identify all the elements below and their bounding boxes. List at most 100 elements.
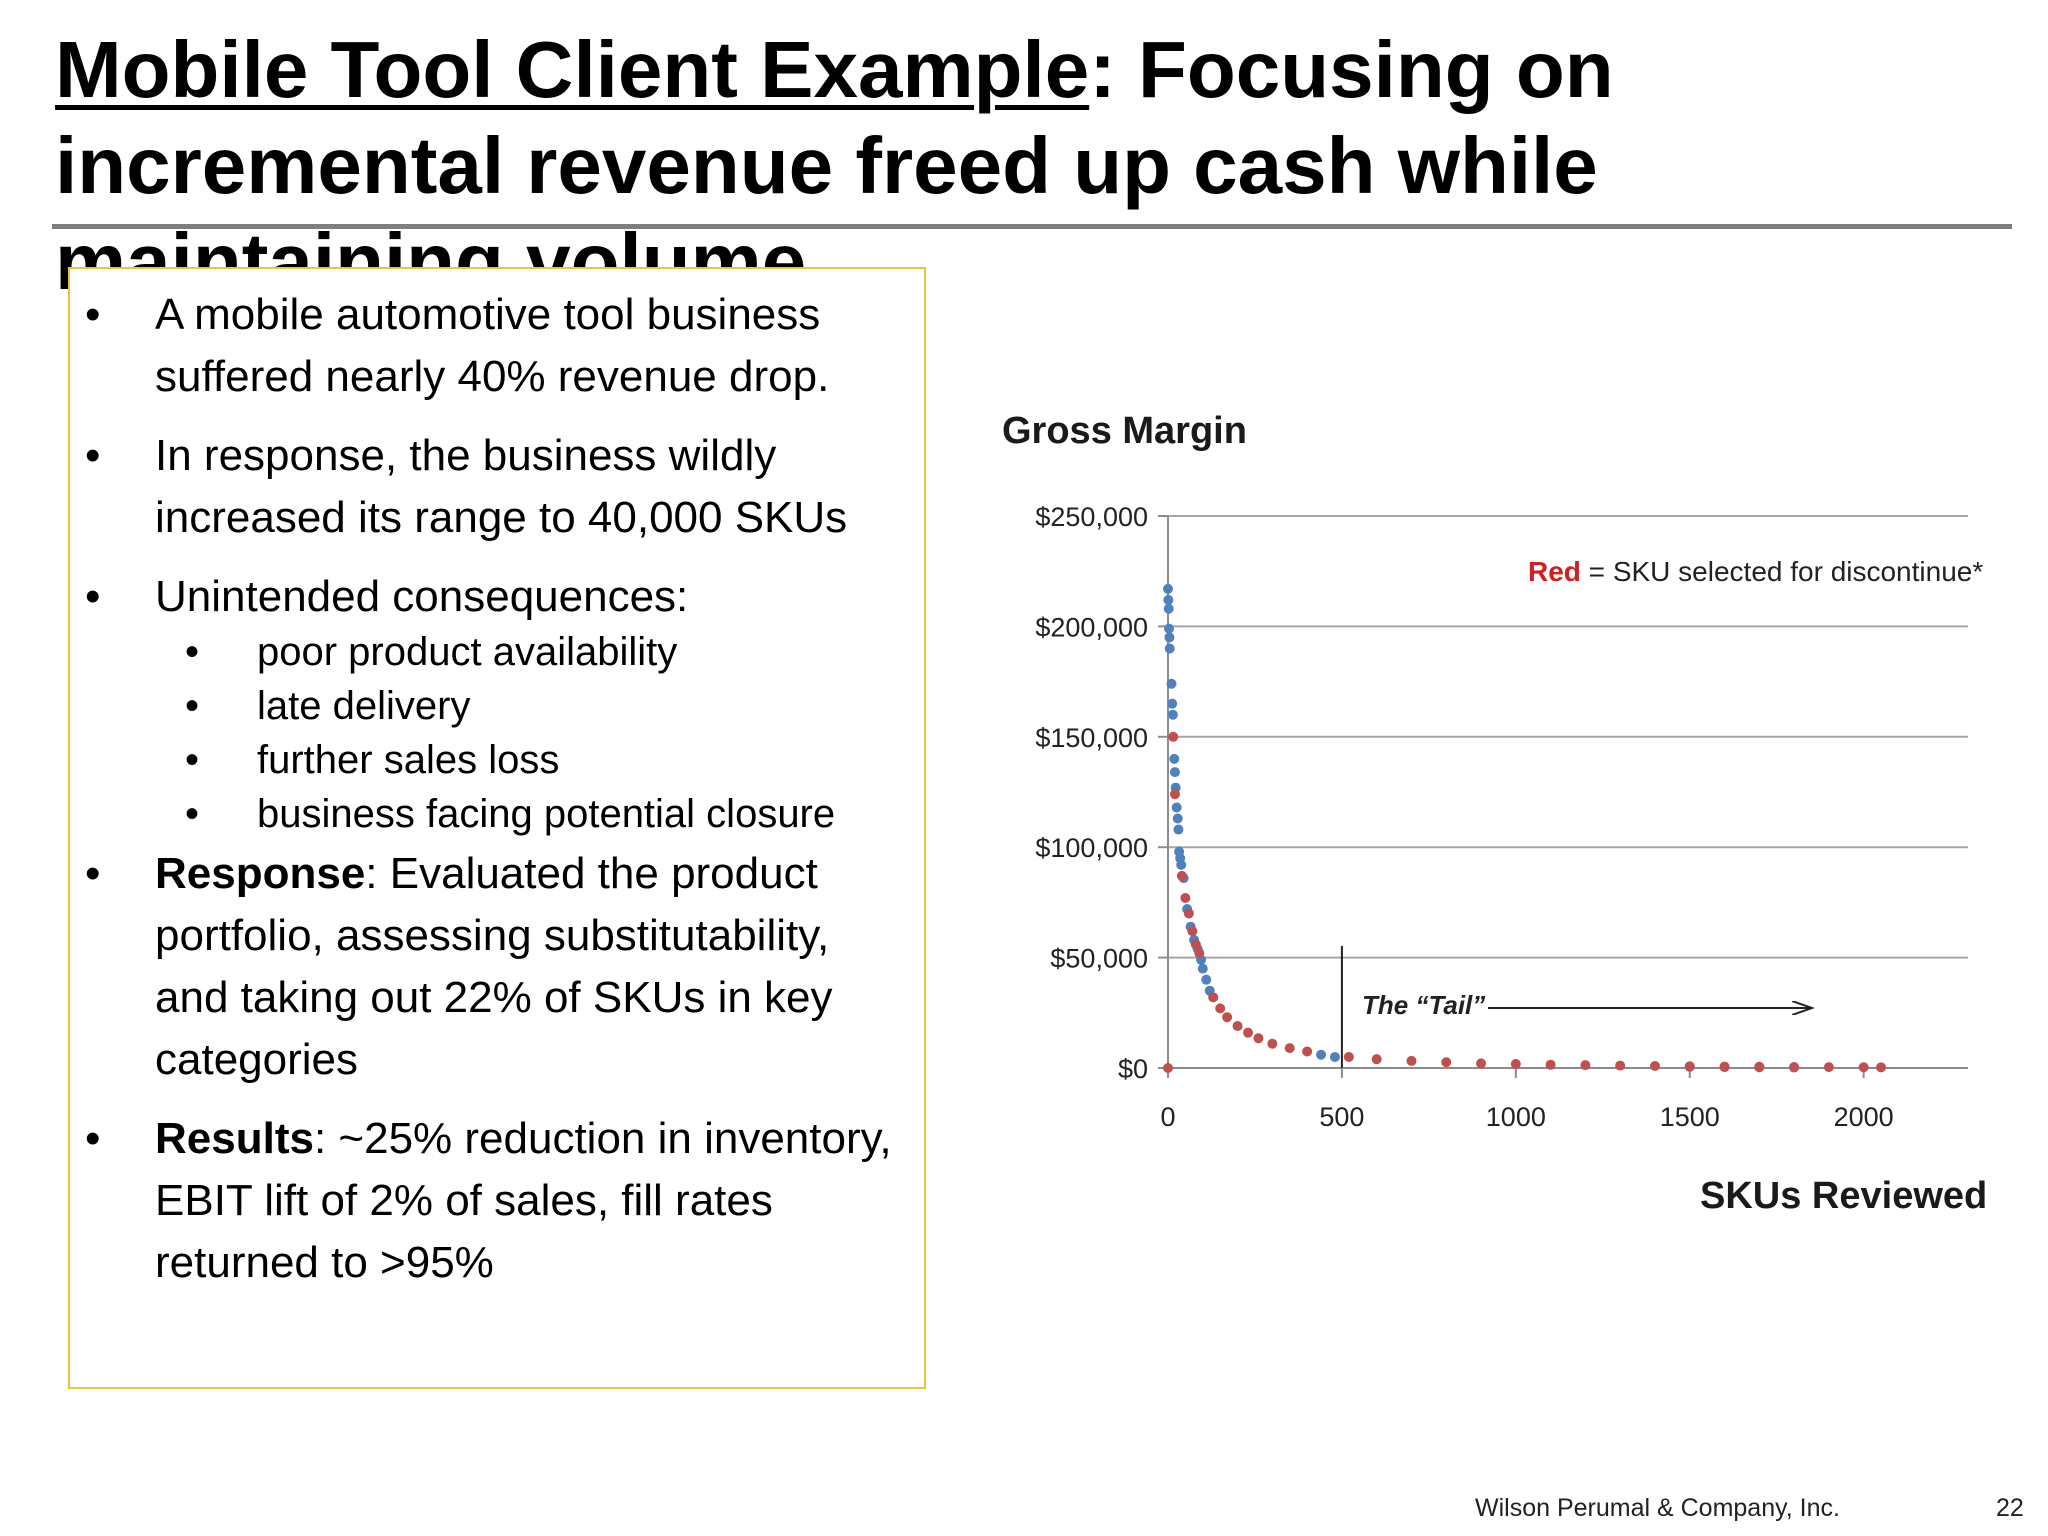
- data-point-discontinued: [1169, 789, 1180, 800]
- bullet-marker: •: [85, 290, 101, 339]
- data-point-discontinued: [1267, 1038, 1278, 1049]
- sub-bullet-marker: •: [185, 738, 200, 782]
- data-point-discontinued: [1371, 1054, 1382, 1065]
- x-axis-label: SKUs Reviewed: [1700, 1175, 1988, 1217]
- data-point-discontinued: [1302, 1046, 1313, 1057]
- data-point-discontinued: [1176, 870, 1187, 881]
- data-point-discontinued: [1194, 948, 1205, 959]
- data-point-discontinued: [1719, 1061, 1730, 1072]
- summary-box: [68, 267, 926, 1389]
- data-point-discontinued: [1615, 1060, 1626, 1071]
- data-point-discontinued: [1222, 1012, 1233, 1023]
- title-divider: [52, 224, 2012, 229]
- y-tick-label: $50,000: [1050, 944, 1148, 974]
- sub-bullet-2-text: late delivery: [257, 684, 471, 728]
- bullet-2-text: In response, the business wildly increas…: [155, 431, 848, 542]
- chart-legend-note: Red = SKU selected for discontinue*: [1528, 556, 1983, 588]
- data-point-discontinued: [1580, 1060, 1591, 1071]
- data-point-kept: [1163, 603, 1174, 614]
- data-point-kept: [1197, 963, 1208, 974]
- bullet-4-text: Response: Evaluated the product portfoli…: [155, 843, 895, 1091]
- data-point-kept: [1171, 802, 1182, 813]
- y-tick-label: $0: [1118, 1054, 1148, 1084]
- data-point-kept: [1172, 813, 1183, 824]
- data-point-discontinued: [1684, 1061, 1695, 1072]
- data-point-kept: [1316, 1049, 1327, 1060]
- y-tick-label: $200,000: [1035, 612, 1148, 642]
- page-number: 22: [1996, 1494, 2024, 1522]
- data-point-discontinued: [1476, 1058, 1487, 1069]
- data-point-discontinued: [1232, 1021, 1243, 1032]
- data-point-kept: [1169, 753, 1180, 764]
- slide-title-underlined: Mobile Tool Client Example: [55, 25, 1090, 114]
- data-point-kept: [1164, 632, 1175, 643]
- legend-note-text: = SKU selected for discontinue*: [1580, 556, 1984, 587]
- sub-bullet-marker: •: [185, 792, 200, 836]
- data-point-discontinued: [1858, 1062, 1869, 1073]
- data-point-discontinued: [1243, 1027, 1253, 1038]
- data-point-discontinued: [1190, 939, 1201, 950]
- data-point-discontinued: [1649, 1061, 1660, 1072]
- sub-bullet-3-text: further sales loss: [257, 738, 560, 782]
- data-point-discontinued: [1754, 1061, 1765, 1072]
- bullet-5-bold: Results: [155, 1114, 314, 1163]
- data-point-kept: [1163, 583, 1173, 594]
- data-point-discontinued: [1163, 1063, 1173, 1073]
- data-point-kept: [1166, 678, 1177, 689]
- data-point-kept: [1176, 859, 1187, 870]
- data-point-kept: [1167, 698, 1178, 709]
- data-point-discontinued: [1406, 1055, 1417, 1066]
- sub-bullet-4-text: business facing potential closure: [257, 792, 836, 836]
- x-tick-label: 500: [1319, 1102, 1364, 1132]
- data-point-discontinued: [1343, 1051, 1354, 1062]
- sub-bullet-marker: •: [185, 684, 200, 728]
- data-point-discontinued: [1789, 1062, 1800, 1073]
- data-point-discontinued: [1183, 908, 1194, 919]
- x-tick-label: 2000: [1834, 1102, 1894, 1132]
- legend-red-word: Red: [1528, 556, 1581, 587]
- data-point-discontinued: [1823, 1062, 1834, 1073]
- data-point-discontinued: [1168, 731, 1179, 742]
- data-point-kept: [1169, 767, 1180, 778]
- sub-bullet-1-text: poor product availability: [257, 630, 678, 674]
- bullet-marker: •: [85, 849, 101, 898]
- data-point-kept: [1173, 824, 1184, 835]
- x-tick-label: 1000: [1486, 1102, 1546, 1132]
- data-point-kept: [1164, 643, 1175, 654]
- data-point-kept: [1329, 1051, 1340, 1062]
- bullet-1-text: A mobile automotive tool business suffer…: [155, 290, 830, 401]
- gross-margin-chart: $0 $50,000 $100,000 $150,000 $200,000 $250,00…: [1035, 502, 1968, 1132]
- bullet-5-text: Results: ~25% reduction in inventory, EB…: [155, 1108, 895, 1294]
- data-point-kept: [1201, 974, 1212, 985]
- data-point-discontinued: [1215, 1003, 1226, 1014]
- bullet-marker: •: [85, 431, 101, 480]
- x-tick-label: 1500: [1660, 1102, 1720, 1132]
- bullet-4-bold: Response: [155, 849, 366, 898]
- data-point-discontinued: [1208, 992, 1219, 1003]
- data-point-discontinued: [1253, 1033, 1264, 1044]
- footer-company: Wilson Perumal & Company, Inc.: [1475, 1494, 1840, 1522]
- data-point-discontinued: [1180, 892, 1191, 903]
- bullet-4-rest: : Evaluated the product portfolio, asses…: [155, 849, 833, 1084]
- data-point-kept: [1163, 594, 1174, 605]
- data-point-discontinued: [1510, 1059, 1521, 1070]
- data-point-discontinued: [1545, 1059, 1556, 1070]
- slide-title: Mobile Tool Client Example: Focusing on …: [55, 22, 2015, 310]
- y-tick-label: $150,000: [1035, 723, 1148, 753]
- data-point-kept: [1164, 623, 1175, 634]
- tail-annotation-label: The “Tail”: [1362, 990, 1486, 1020]
- bullet-3-text: Unintended consequences:: [155, 572, 689, 621]
- data-point-discontinued: [1187, 926, 1198, 937]
- bullet-marker: •: [85, 572, 101, 621]
- data-point-discontinued: [1284, 1043, 1295, 1054]
- data-point-discontinued: [1441, 1057, 1452, 1068]
- y-tick-label: $250,000: [1035, 502, 1148, 532]
- chart-title: Gross Margin: [1002, 410, 1247, 452]
- x-tick-label: 0: [1160, 1102, 1175, 1132]
- y-tick-label: $100,000: [1035, 833, 1148, 863]
- bullet-5-rest: : ~25% reduction in inventory, EBIT lift…: [155, 1114, 892, 1287]
- data-point-discontinued: [1876, 1062, 1887, 1073]
- bullet-marker: •: [85, 1114, 101, 1163]
- data-point-kept: [1167, 709, 1178, 720]
- sub-bullet-marker: •: [185, 630, 200, 674]
